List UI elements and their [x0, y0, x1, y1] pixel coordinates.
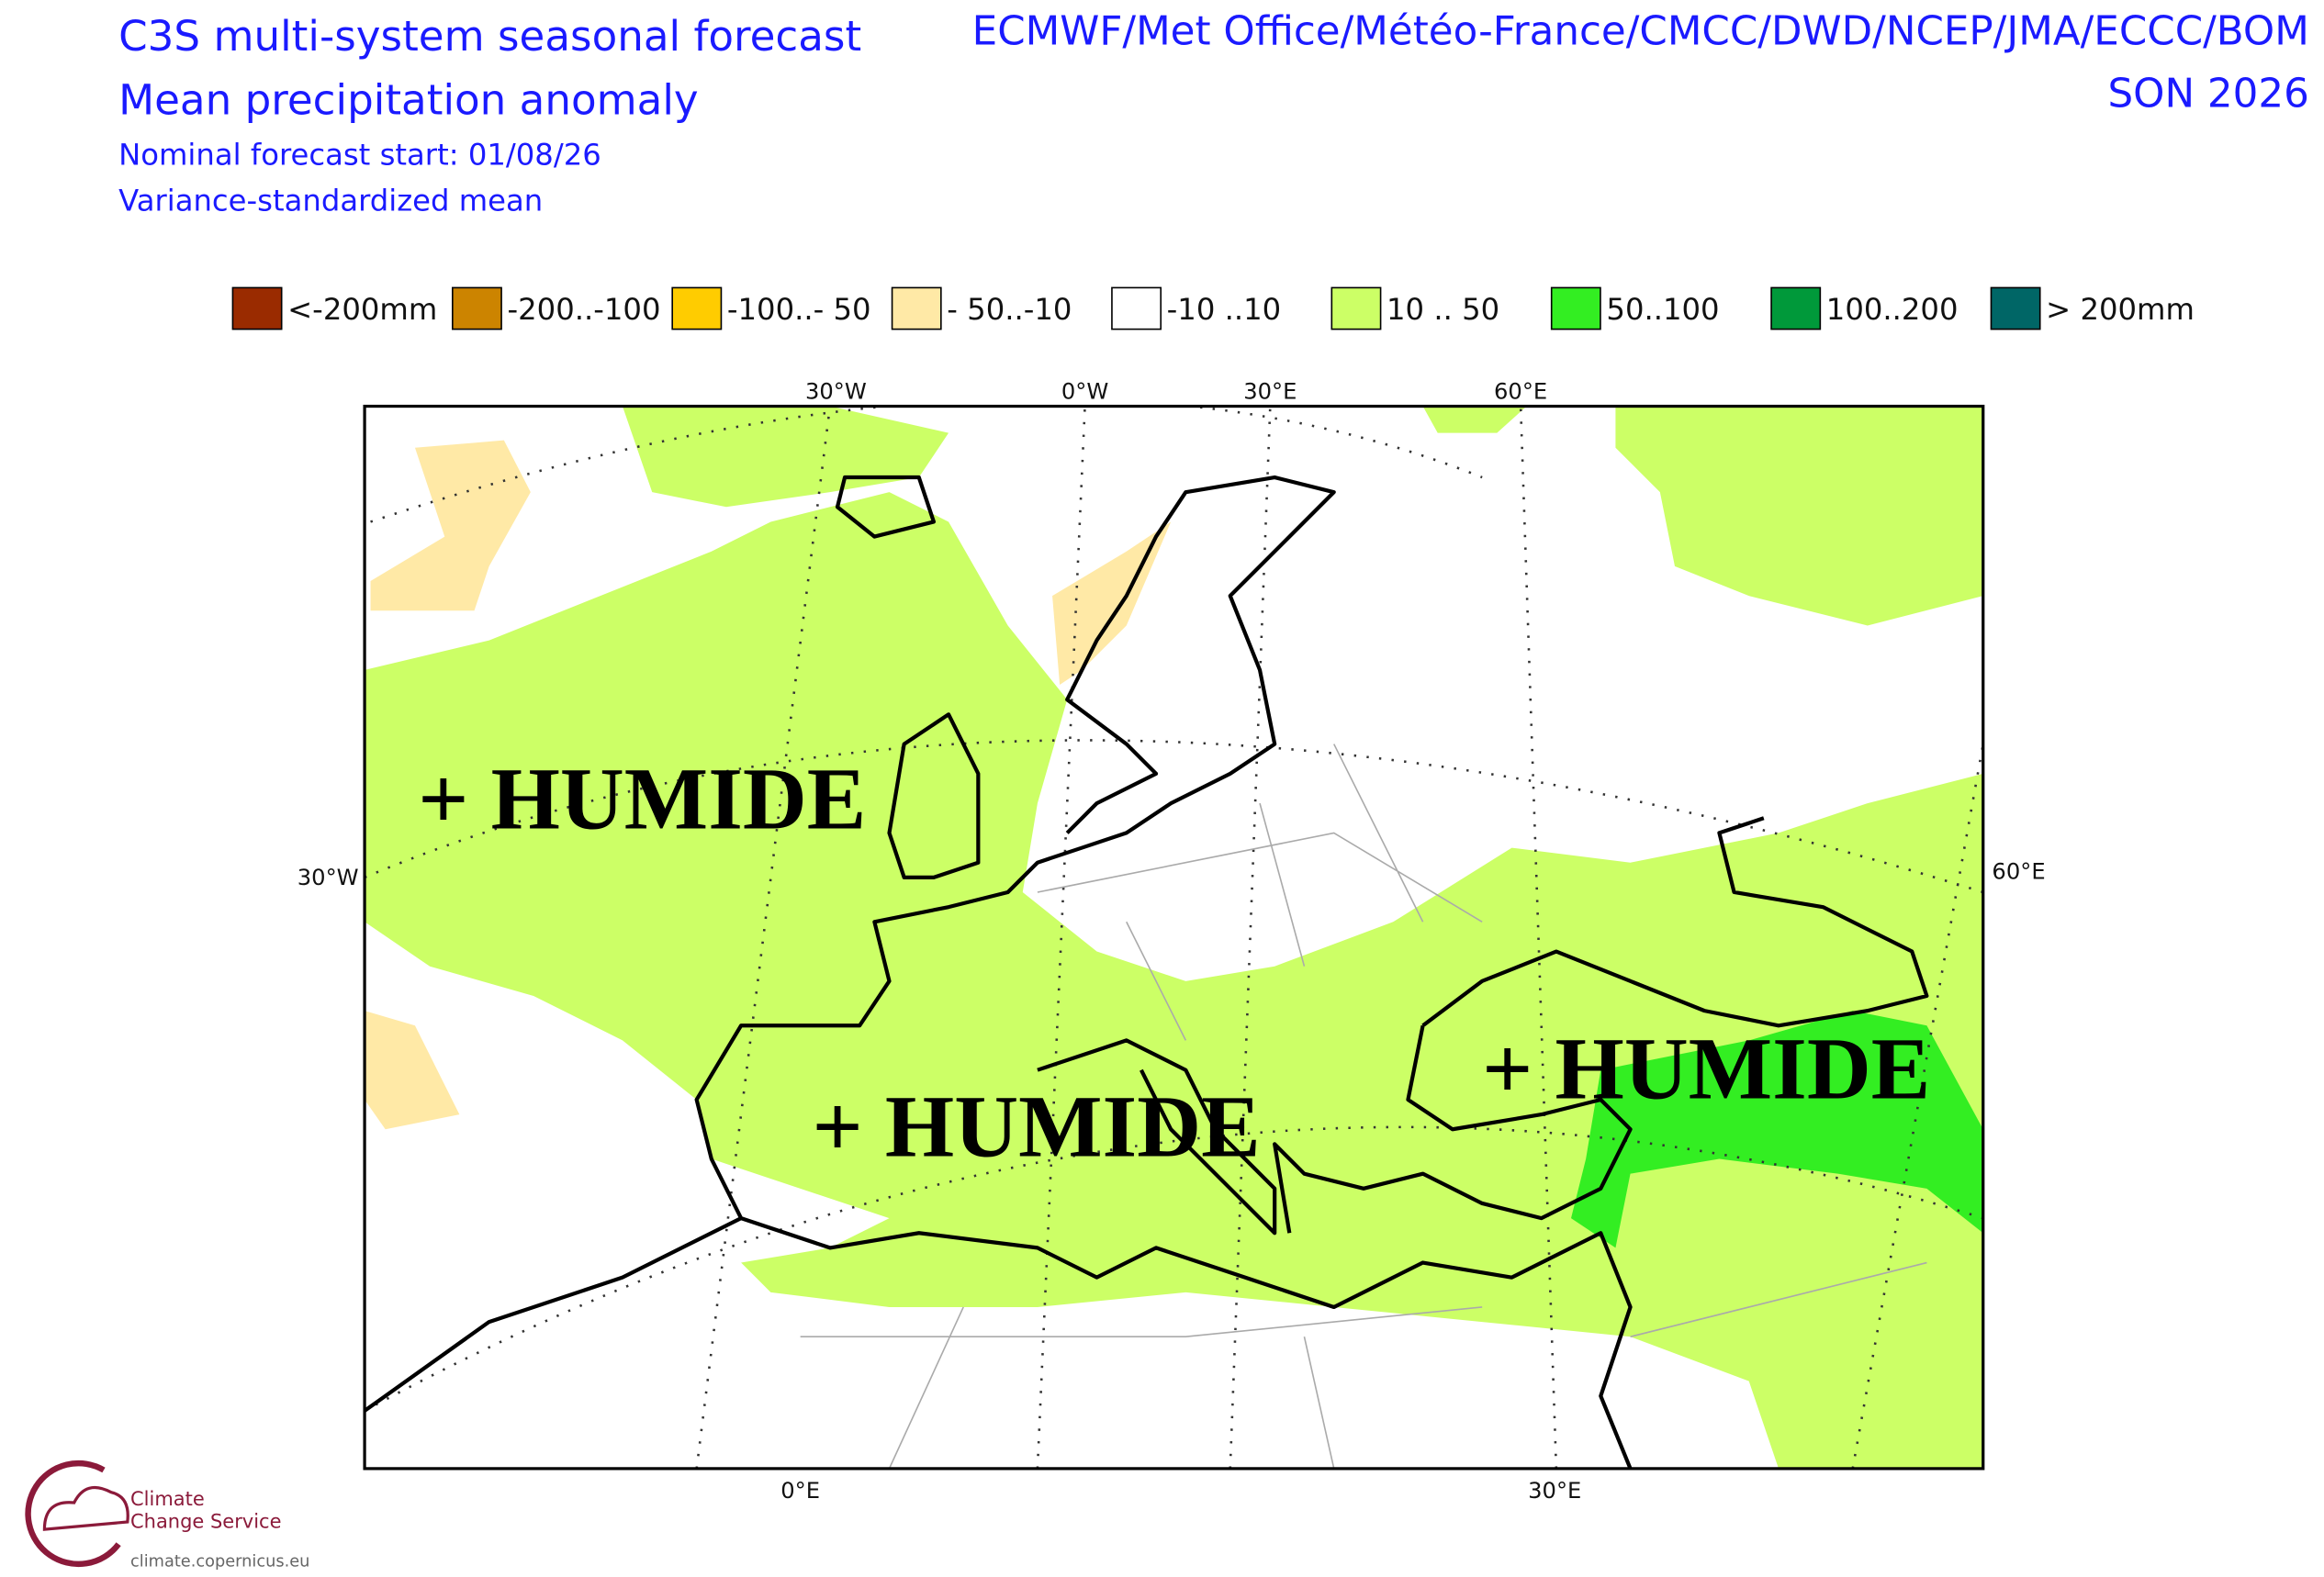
- logo-text: Change Service: [130, 1510, 281, 1532]
- annotation: + HUMIDE: [813, 1077, 1261, 1175]
- legend-label: 50..100: [1606, 292, 1719, 327]
- wet-area: [1422, 406, 1527, 433]
- logo-url: climate.copernicus.eu: [130, 1552, 309, 1571]
- legend-label: 100..200: [1826, 292, 1959, 327]
- legend-label: -100..- 50: [727, 292, 871, 327]
- logo-mark: [25, 1460, 121, 1568]
- centres: ECMWF/Met Office/Météo-France/CMCC/DWD/N…: [972, 9, 2309, 55]
- borders: [800, 744, 1927, 1469]
- subtitle: Mean precipitation anomaly: [118, 76, 699, 125]
- graticule-label: 30°E: [1528, 1478, 1581, 1504]
- graticule-label: 30°E: [1243, 378, 1297, 404]
- map: 30°W 0°W 30°E 60°E 30°W 60°E 0°E 30°E + …: [298, 378, 2046, 1504]
- graticule-label: 0°W: [1061, 378, 1109, 404]
- legend-label: <-200mm: [287, 292, 437, 327]
- method: Variance-standardized mean: [118, 183, 543, 218]
- graticule-label: 30°W: [805, 378, 867, 404]
- wet-area: [1615, 406, 1983, 626]
- legend-swatch: [451, 286, 502, 330]
- legend-swatch: [1770, 286, 1822, 330]
- forecast-start: Nominal forecast start: 01/08/26: [118, 137, 601, 172]
- graticule-label: 0°E: [780, 1478, 820, 1504]
- logo-text: Climate: [130, 1488, 205, 1510]
- dry-area: [365, 1011, 460, 1130]
- season: SON 2026: [2108, 71, 2309, 117]
- strong-wet-area: [1571, 1011, 1983, 1248]
- map-frame: [363, 404, 1985, 1471]
- dry-area: [370, 440, 531, 611]
- graticule-label: 60°E: [1494, 378, 1547, 404]
- legend-swatch: [231, 286, 283, 330]
- graticule-label: 60°E: [1992, 858, 2045, 884]
- legend-label: -10 ..10: [1167, 292, 1282, 327]
- annotation: + HUMIDE: [1482, 1019, 1930, 1117]
- wet-area: [622, 406, 949, 508]
- logo-cloud: [42, 1485, 129, 1531]
- legend-swatch: [1550, 286, 1601, 330]
- legend-label: -200..-100: [508, 292, 661, 327]
- wet-area: [365, 492, 1983, 1469]
- legend-swatch: [891, 286, 942, 330]
- legend-swatch: [1990, 286, 2041, 330]
- legend-swatch: [671, 286, 723, 330]
- title: C3S multi-system seasonal forecast: [118, 12, 861, 61]
- legend-swatch: [1330, 286, 1382, 330]
- legend-label: 10 .. 50: [1387, 292, 1499, 327]
- graticule-label: 30°W: [298, 865, 359, 890]
- legend-label: > 200mm: [2046, 292, 2195, 327]
- logo: Climate Change Service climate.copernicu…: [25, 1460, 309, 1571]
- coastline: [365, 475, 1929, 1469]
- legend-label: - 50..-10: [947, 292, 1072, 327]
- legend: <-200mm -200..-100 -100..- 50 - 50..-10 -10 …: [231, 286, 2195, 330]
- annotation: + HUMIDE: [418, 750, 866, 848]
- legend-swatch: [1111, 286, 1162, 330]
